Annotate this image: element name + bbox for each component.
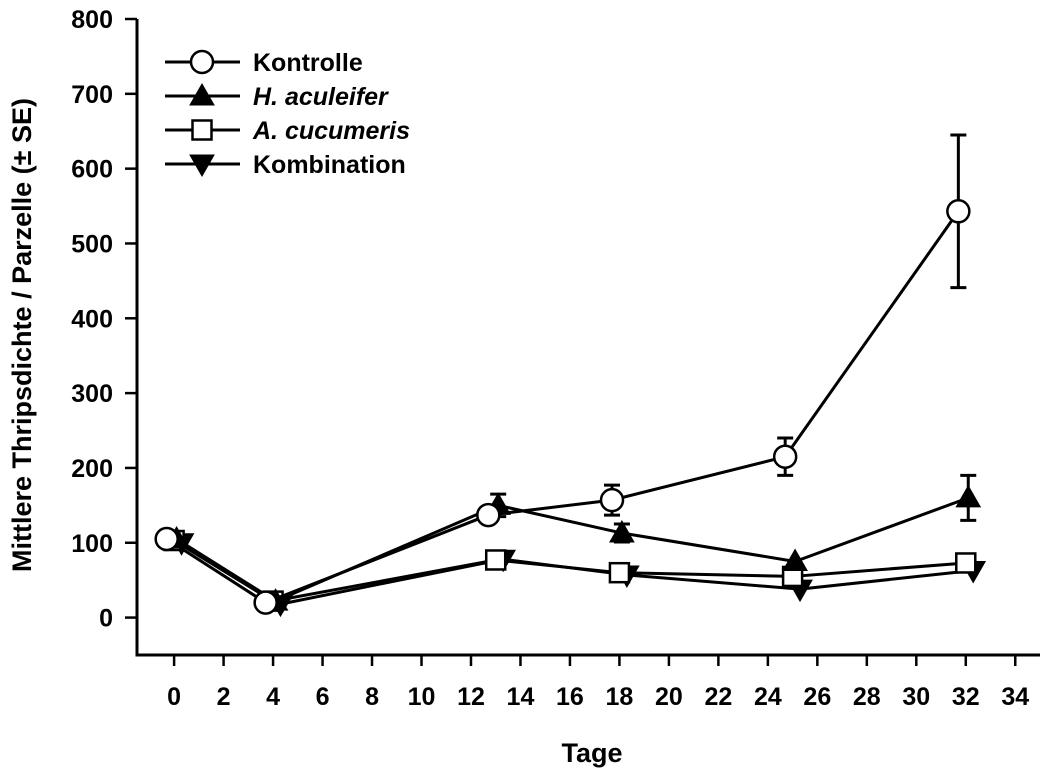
series-line (175, 496, 969, 603)
y-axis-label: Mittlere Thripsdichte / Parzelle (± SE) (7, 98, 37, 572)
legend-label: Kontrolle (253, 49, 363, 77)
series-1 (163, 473, 982, 611)
y-tick-label: 300 (71, 380, 113, 408)
data-point (608, 561, 631, 584)
data-point (609, 520, 635, 543)
legend-label: H. aculeifer (253, 83, 389, 111)
series-2 (163, 529, 977, 612)
data-point (955, 484, 982, 508)
x-tick-label: 22 (704, 683, 732, 711)
data-point (484, 549, 507, 571)
x-tick-label: 6 (316, 683, 330, 711)
x-tick-label: 20 (655, 683, 683, 711)
y-tick-label: 200 (71, 455, 113, 483)
series-3 (168, 533, 987, 618)
y-tick-label: 500 (71, 230, 113, 258)
data-point (955, 552, 977, 574)
x-tick-label: 18 (606, 683, 634, 711)
x-tick-label: 32 (952, 683, 980, 711)
x-tick-label: 12 (457, 683, 485, 711)
legend-entry-0: Kontrolle (165, 49, 363, 77)
series-line (165, 210, 960, 605)
y-axis-ticks: 0 100 200 300 400 500 600 700 800 (71, 6, 137, 633)
y-tick-label: 800 (71, 6, 113, 34)
x-tick-label: 26 (803, 683, 831, 711)
x-tick-label: 30 (902, 683, 930, 711)
legend: Kontrolle H. aculeifer A. cucumeris Kombina… (165, 49, 410, 179)
series-0 (154, 133, 971, 615)
legend-entry-3: Kombination (165, 151, 406, 179)
x-tick-label: 16 (556, 683, 584, 711)
x-tick-label: 4 (266, 683, 280, 711)
legend-marker (189, 154, 215, 178)
y-tick-label: 100 (71, 530, 113, 558)
data-point (599, 487, 625, 513)
y-tick-label: 600 (71, 156, 113, 184)
legend-entry-2: A. cucumeris (165, 117, 410, 145)
x-tick-label: 14 (507, 683, 535, 711)
data-point (782, 548, 808, 571)
data-series (154, 133, 987, 618)
data-point (154, 526, 179, 552)
x-tick-label: 2 (217, 683, 231, 711)
legend-entry-1: H. aculeifer (165, 82, 389, 111)
data-point (946, 199, 971, 224)
legend-label: Kombination (253, 151, 406, 179)
legend-marker (191, 119, 213, 141)
x-axis-ticks: 0 2 4 6 8 10 12 14 16 18 20 22 24 26 28 30 32 34 (167, 655, 1029, 711)
y-tick-label: 0 (99, 605, 113, 633)
legend-marker (189, 82, 215, 106)
y-tick-label: 400 (71, 305, 113, 333)
x-tick-label: 28 (853, 683, 881, 711)
data-point (476, 502, 501, 528)
legend-label: A. cucumeris (252, 117, 410, 145)
x-tick-label: 8 (365, 683, 379, 711)
x-tick-label: 0 (167, 683, 181, 711)
data-point (772, 444, 798, 469)
series-line (173, 539, 966, 603)
data-point (253, 590, 278, 615)
x-tick-label: 24 (754, 683, 782, 711)
legend-marker (189, 49, 215, 75)
x-tick-label: 34 (1001, 683, 1029, 711)
x-tick-label: 10 (408, 683, 436, 711)
y-tick-label: 700 (71, 81, 113, 109)
axes (135, 19, 1040, 657)
x-axis-label: Tage (561, 738, 622, 768)
